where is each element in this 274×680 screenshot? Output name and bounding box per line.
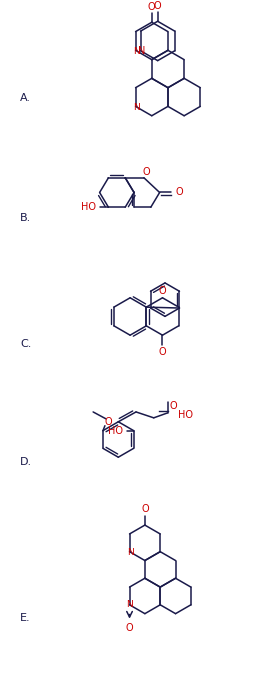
Text: HO: HO <box>109 426 123 436</box>
Text: O: O <box>142 167 150 177</box>
Text: E.: E. <box>20 613 30 623</box>
Text: O: O <box>176 188 183 197</box>
Text: A.: A. <box>20 93 31 103</box>
Text: D.: D. <box>20 457 32 467</box>
Text: O: O <box>148 1 156 12</box>
Text: O: O <box>126 624 133 634</box>
Text: O: O <box>141 505 149 514</box>
Text: O: O <box>170 401 177 411</box>
Text: C.: C. <box>20 339 31 349</box>
Text: O: O <box>104 417 112 427</box>
Text: N: N <box>127 548 134 557</box>
Text: HO: HO <box>81 202 96 212</box>
Text: N: N <box>133 47 140 56</box>
Text: N: N <box>126 600 133 609</box>
Text: O: O <box>159 286 166 296</box>
Text: B.: B. <box>20 213 31 223</box>
Text: HO: HO <box>178 410 193 420</box>
Text: N: N <box>133 103 140 112</box>
Text: O: O <box>154 1 161 10</box>
Text: N: N <box>138 46 145 56</box>
Text: O: O <box>159 347 166 357</box>
